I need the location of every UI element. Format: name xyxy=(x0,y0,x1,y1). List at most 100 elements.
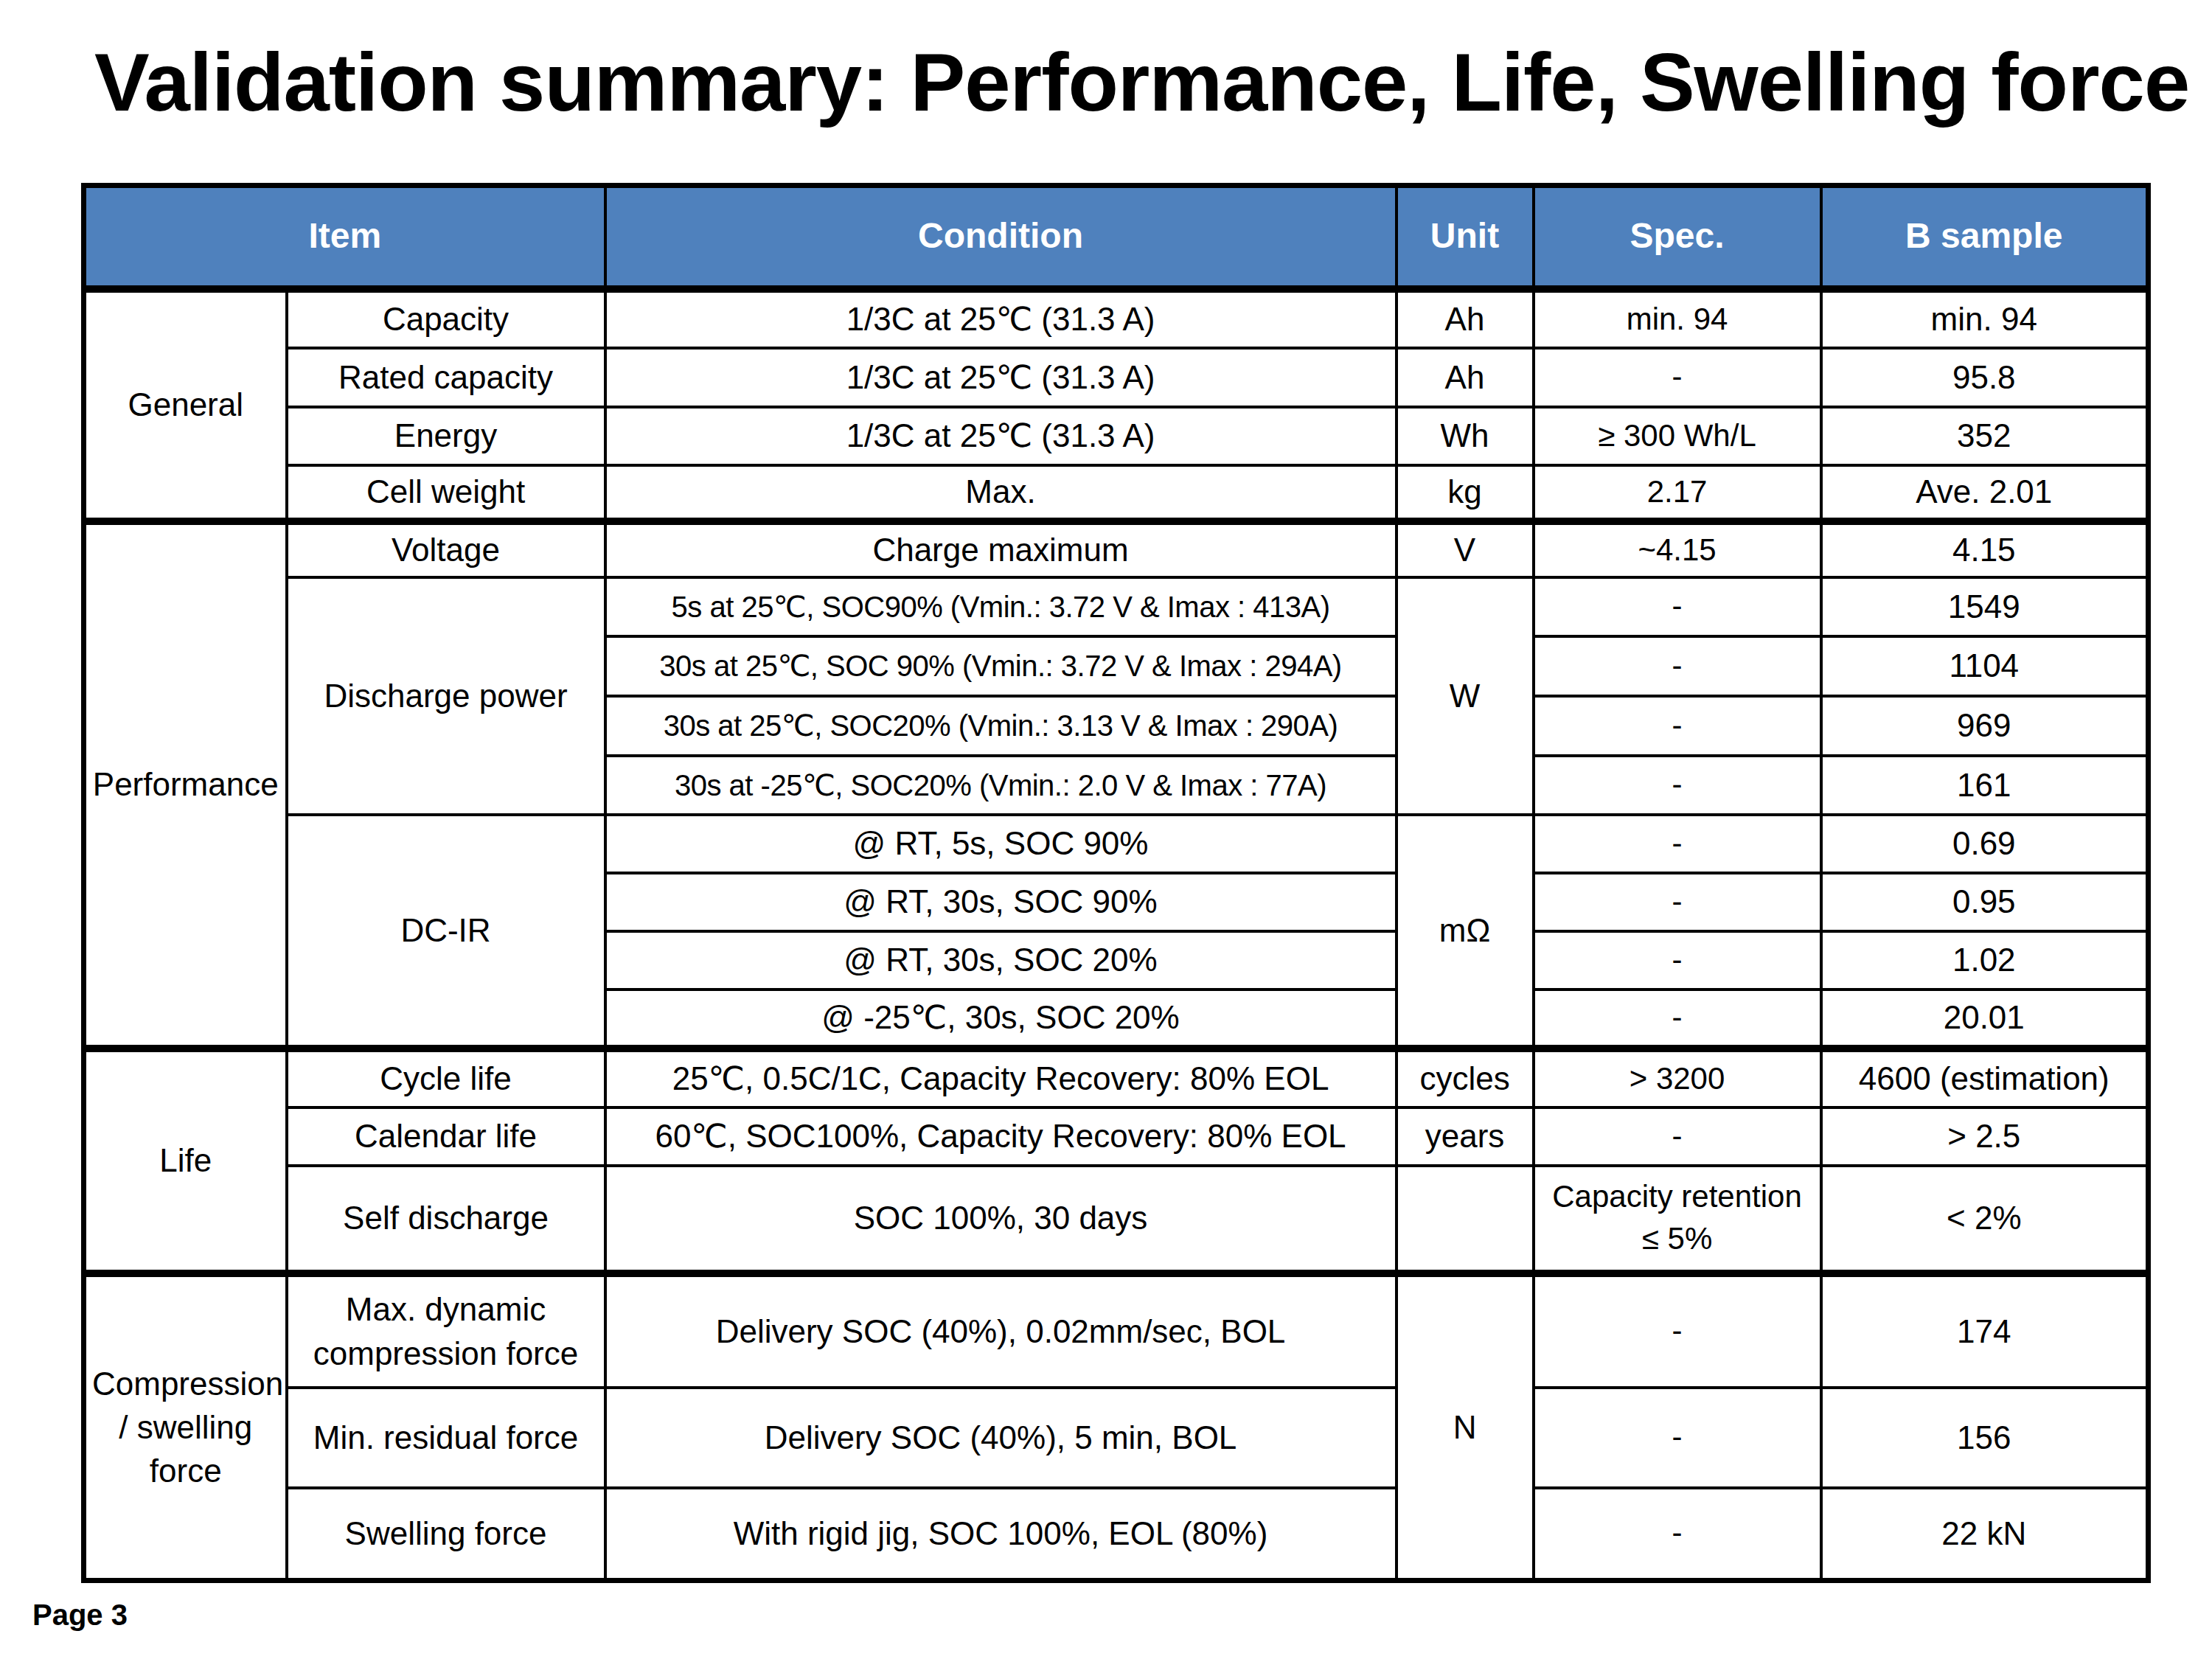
condition-cell: 1/3C at 25℃ (31.3 A) xyxy=(605,348,1397,407)
table-row: Life Cycle life 25℃, 0.5C/1C, Capacity R… xyxy=(84,1048,2149,1107)
table-row: DC-IR @ RT, 5s, SOC 90% mΩ - 0.69 xyxy=(84,815,2149,873)
spec-cell: > 3200 xyxy=(1534,1048,1821,1107)
unit-cell-watts: W xyxy=(1397,577,1534,815)
header-unit: Unit xyxy=(1397,186,1534,289)
group-cell-performance: Performance xyxy=(84,521,287,1048)
b-sample-cell: 969 xyxy=(1821,696,2149,756)
spec-cell: ~4.15 xyxy=(1534,521,1821,577)
b-sample-cell: 0.69 xyxy=(1821,815,2149,873)
spec-cell: - xyxy=(1534,1107,1821,1166)
b-sample-cell: 20.01 xyxy=(1821,990,2149,1048)
condition-cell: @ -25℃, 30s, SOC 20% xyxy=(605,990,1397,1048)
condition-cell: 1/3C at 25℃ (31.3 A) xyxy=(605,289,1397,348)
b-sample-cell: 1549 xyxy=(1821,577,2149,636)
spec-cell: - xyxy=(1534,1488,1821,1581)
b-sample-cell: 174 xyxy=(1821,1273,2149,1388)
item-cell: Self discharge xyxy=(287,1166,605,1273)
condition-cell: SOC 100%, 30 days xyxy=(605,1166,1397,1273)
spec-cell: - xyxy=(1534,931,1821,990)
condition-cell: Charge maximum xyxy=(605,521,1397,577)
b-sample-cell: 0.95 xyxy=(1821,873,2149,931)
group-cell-life: Life xyxy=(84,1048,287,1273)
table-row: Discharge power 5s at 25℃, SOC90% (Vmin.… xyxy=(84,577,2149,636)
item-cell: Capacity xyxy=(287,289,605,348)
header-spec: Spec. xyxy=(1534,186,1821,289)
header-item: Item xyxy=(84,186,605,289)
b-sample-cell: 352 xyxy=(1821,407,2149,465)
condition-cell: Delivery SOC (40%), 5 min, BOL xyxy=(605,1388,1397,1488)
condition-cell: 30s at 25℃, SOC 90% (Vmin.: 3.72 V & Ima… xyxy=(605,636,1397,696)
item-cell: Cycle life xyxy=(287,1048,605,1107)
b-sample-cell: 95.8 xyxy=(1821,348,2149,407)
page-title: Validation summary: Performance, Life, S… xyxy=(94,31,2159,134)
unit-cell: years xyxy=(1397,1107,1534,1166)
condition-cell: 30s at 25℃, SOC20% (Vmin.: 3.13 V & Imax… xyxy=(605,696,1397,756)
b-sample-cell: 1104 xyxy=(1821,636,2149,696)
item-cell: Rated capacity xyxy=(287,348,605,407)
table-row: Swelling force With rigid jig, SOC 100%,… xyxy=(84,1488,2149,1581)
item-cell: Cell weight xyxy=(287,465,605,521)
condition-cell: @ RT, 30s, SOC 20% xyxy=(605,931,1397,990)
b-sample-cell: min. 94 xyxy=(1821,289,2149,348)
item-cell-dc-ir: DC-IR xyxy=(287,815,605,1048)
group-cell-general: General xyxy=(84,289,287,521)
unit-cell: V xyxy=(1397,521,1534,577)
table-row: Energy 1/3C at 25℃ (31.3 A) Wh ≥ 300 Wh/… xyxy=(84,407,2149,465)
header-b-sample: B sample xyxy=(1821,186,2149,289)
table-row: Cell weight Max. kg 2.17 Ave. 2.01 xyxy=(84,465,2149,521)
spec-cell: - xyxy=(1534,696,1821,756)
header-condition: Condition xyxy=(605,186,1397,289)
table-row: Performance Voltage Charge maximum V ~4.… xyxy=(84,521,2149,577)
condition-cell: 25℃, 0.5C/1C, Capacity Recovery: 80% EOL xyxy=(605,1048,1397,1107)
table-row: Rated capacity 1/3C at 25℃ (31.3 A) Ah -… xyxy=(84,348,2149,407)
spec-cell: Capacity retention ≤ 5% xyxy=(1534,1166,1821,1273)
b-sample-cell: 156 xyxy=(1821,1388,2149,1488)
unit-cell: Wh xyxy=(1397,407,1534,465)
b-sample-cell: 4.15 xyxy=(1821,521,2149,577)
condition-cell: @ RT, 30s, SOC 90% xyxy=(605,873,1397,931)
b-sample-cell: 161 xyxy=(1821,756,2149,815)
item-cell: Swelling force xyxy=(287,1488,605,1581)
spec-cell: ≥ 300 Wh/L xyxy=(1534,407,1821,465)
spec-cell: 2.17 xyxy=(1534,465,1821,521)
table-row: Compression / swelling force Max. dynami… xyxy=(84,1273,2149,1388)
condition-cell: 5s at 25℃, SOC90% (Vmin.: 3.72 V & Imax … xyxy=(605,577,1397,636)
group-cell-compression: Compression / swelling force xyxy=(84,1273,287,1581)
spec-cell: - xyxy=(1534,348,1821,407)
unit-cell: kg xyxy=(1397,465,1534,521)
item-cell: Min. residual force xyxy=(287,1388,605,1488)
condition-cell: @ RT, 5s, SOC 90% xyxy=(605,815,1397,873)
table-row: Self discharge SOC 100%, 30 days Capacit… xyxy=(84,1166,2149,1273)
item-cell-discharge-power: Discharge power xyxy=(287,577,605,815)
unit-cell: Ah xyxy=(1397,348,1534,407)
b-sample-cell: 4600 (estimation) xyxy=(1821,1048,2149,1107)
condition-cell: 60℃, SOC100%, Capacity Recovery: 80% EOL xyxy=(605,1107,1397,1166)
unit-cell: Ah xyxy=(1397,289,1534,348)
spec-cell: - xyxy=(1534,1273,1821,1388)
table-row: General Capacity 1/3C at 25℃ (31.3 A) Ah… xyxy=(84,289,2149,348)
condition-cell: 30s at -25℃, SOC20% (Vmin.: 2.0 V & Imax… xyxy=(605,756,1397,815)
b-sample-cell: < 2% xyxy=(1821,1166,2149,1273)
spec-cell: - xyxy=(1534,577,1821,636)
unit-cell: cycles xyxy=(1397,1048,1534,1107)
b-sample-cell: 22 kN xyxy=(1821,1488,2149,1581)
table-row: Calendar life 60℃, SOC100%, Capacity Rec… xyxy=(84,1107,2149,1166)
condition-cell: Max. xyxy=(605,465,1397,521)
spec-cell: - xyxy=(1534,990,1821,1048)
unit-cell-newton: N xyxy=(1397,1273,1534,1581)
b-sample-cell: 1.02 xyxy=(1821,931,2149,990)
unit-cell-empty xyxy=(1397,1166,1534,1273)
spec-cell: - xyxy=(1534,636,1821,696)
b-sample-cell: > 2.5 xyxy=(1821,1107,2149,1166)
item-cell: Energy xyxy=(287,407,605,465)
spec-cell: - xyxy=(1534,873,1821,931)
table-row: Min. residual force Delivery SOC (40%), … xyxy=(84,1388,2149,1488)
b-sample-cell: Ave. 2.01 xyxy=(1821,465,2149,521)
item-cell: Calendar life xyxy=(287,1107,605,1166)
condition-cell: Delivery SOC (40%), 0.02mm/sec, BOL xyxy=(605,1273,1397,1388)
spec-cell: - xyxy=(1534,756,1821,815)
spec-cell: - xyxy=(1534,1388,1821,1488)
item-cell: Max. dynamic compression force xyxy=(287,1273,605,1388)
spec-cell: - xyxy=(1534,815,1821,873)
spec-cell: min. 94 xyxy=(1534,289,1821,348)
